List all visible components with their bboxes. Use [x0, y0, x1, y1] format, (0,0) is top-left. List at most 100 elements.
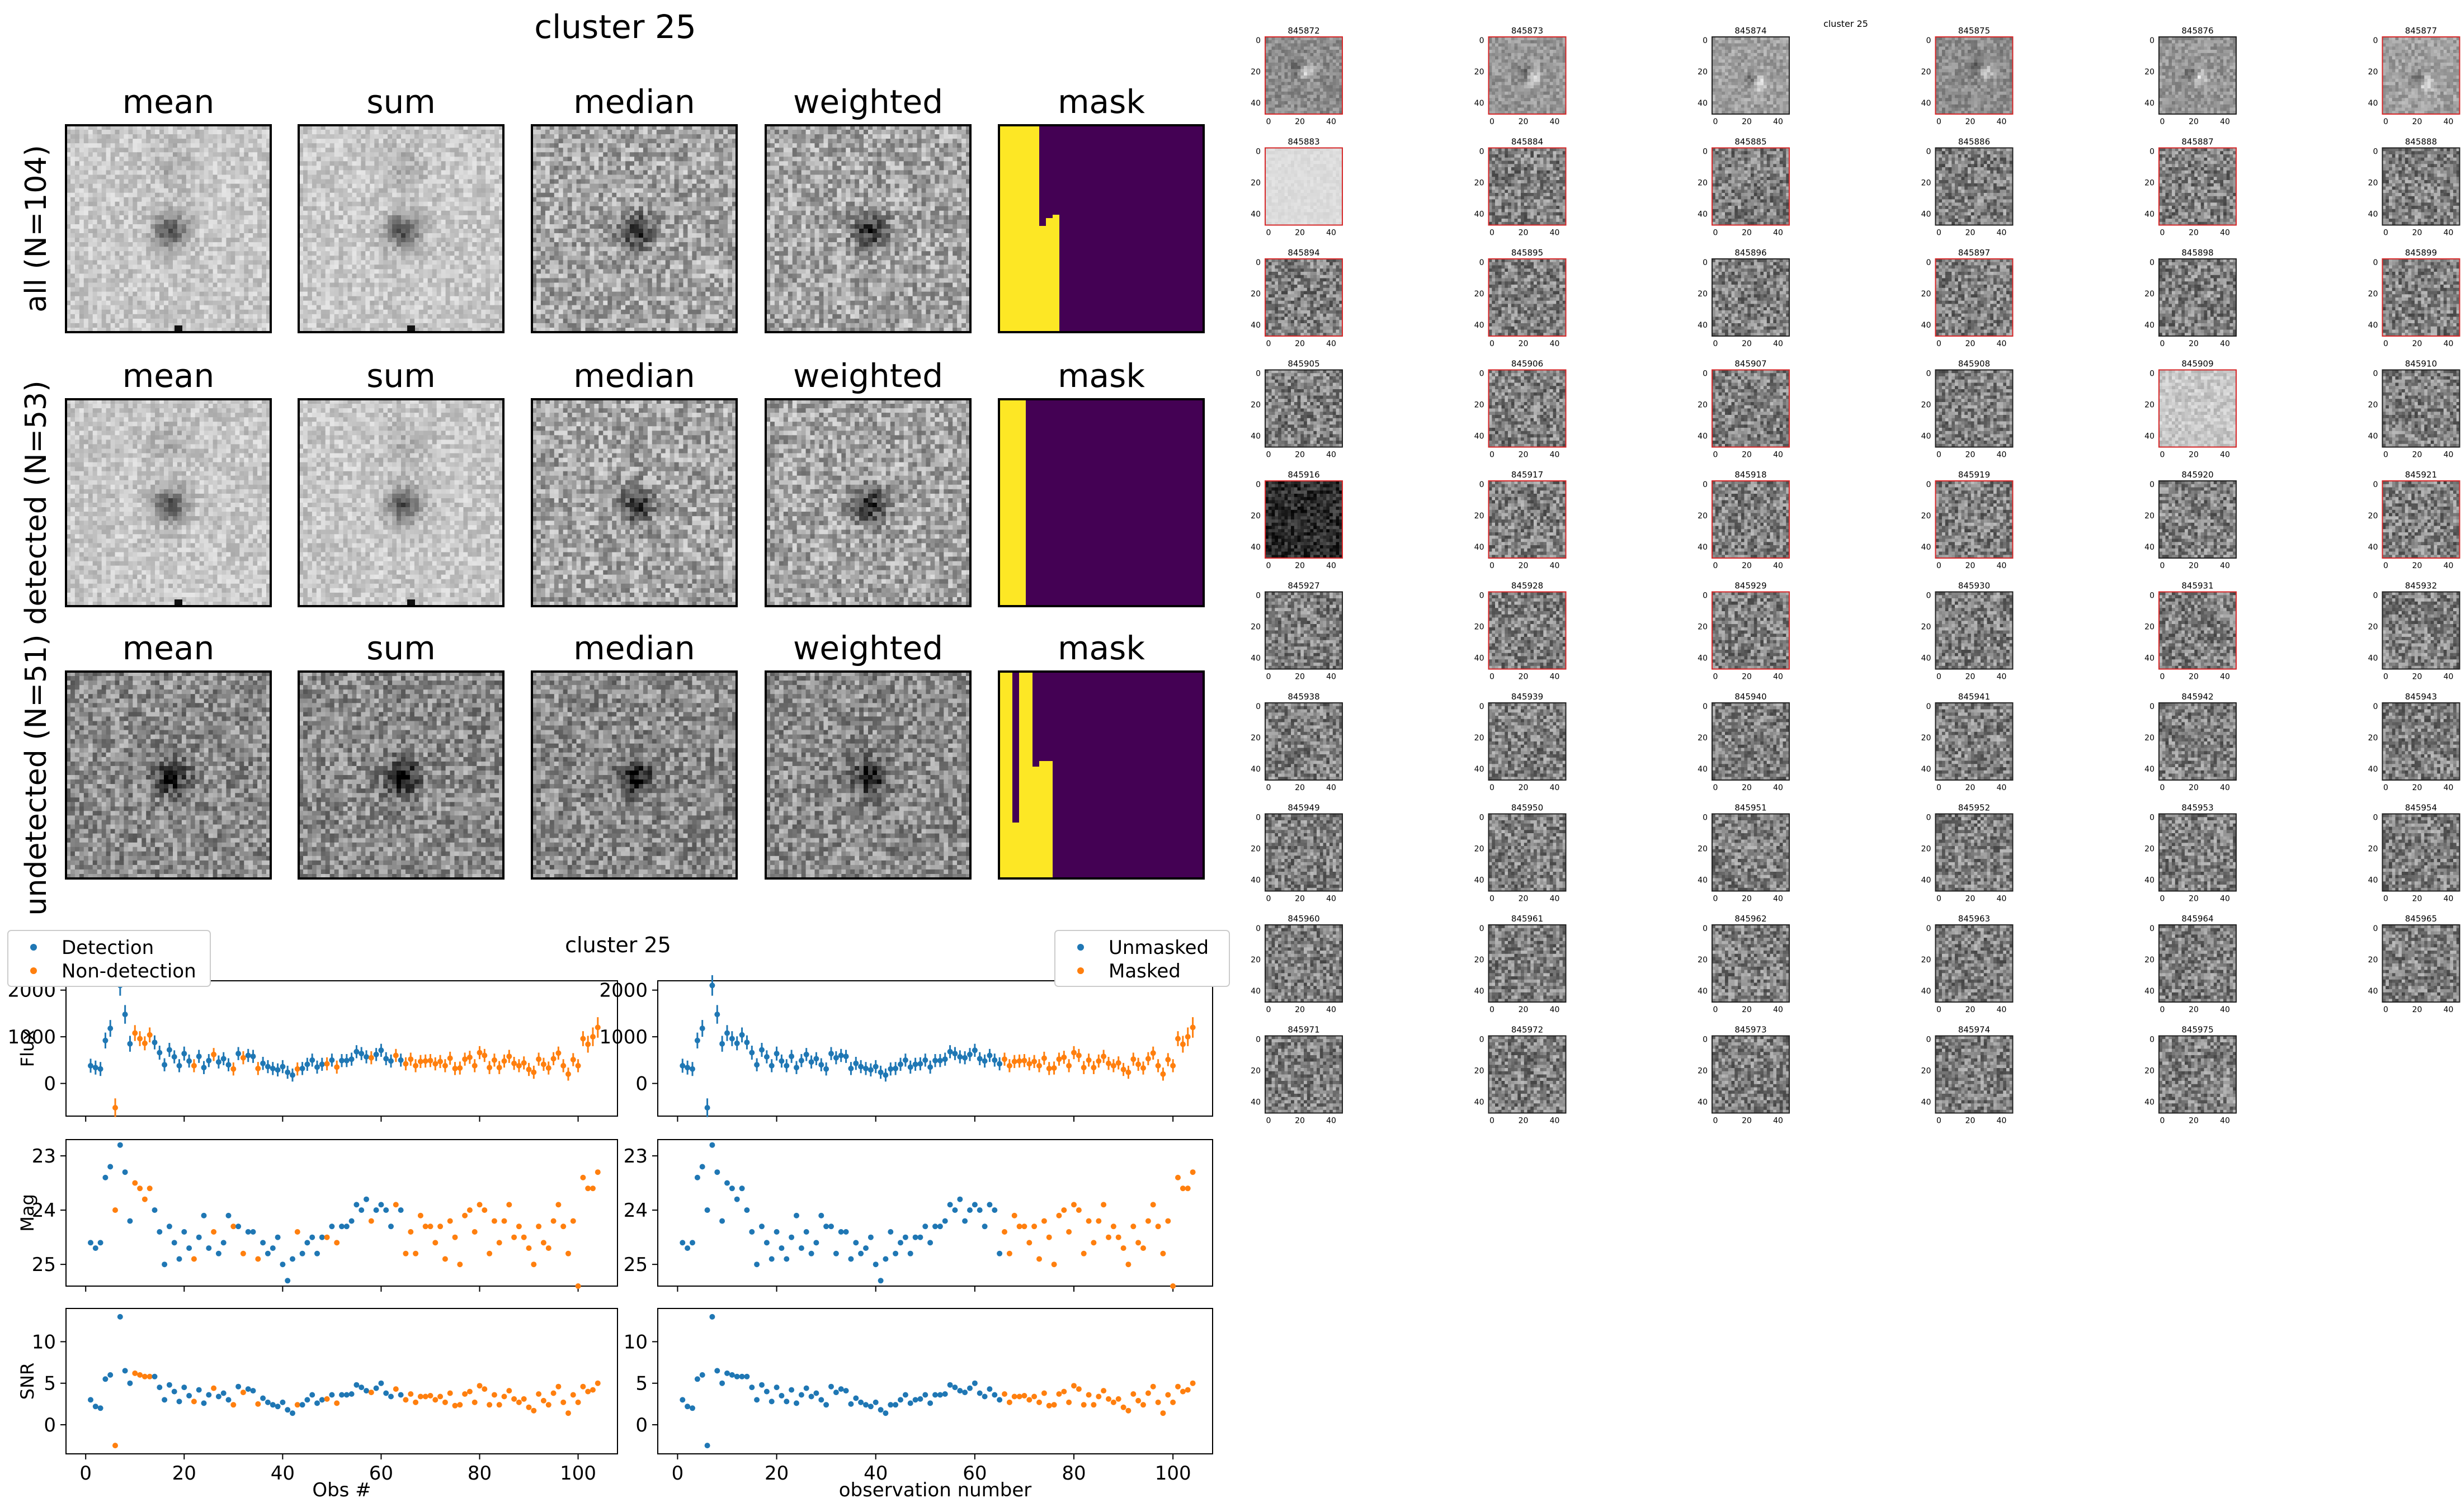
image-pixel [79, 161, 84, 166]
image-pixel [111, 278, 116, 284]
image-pixel [84, 202, 89, 207]
image-pixel [226, 166, 231, 171]
image-pixel [226, 134, 231, 139]
image-pixel [204, 283, 209, 288]
image-pixel [84, 224, 89, 229]
image-pixel [146, 193, 151, 198]
image-pixel [213, 224, 218, 229]
image-pixel [253, 139, 258, 144]
image-pixel [186, 251, 191, 256]
image-pixel [235, 193, 240, 198]
image-pixel [84, 215, 89, 220]
image-pixel [84, 175, 89, 180]
image-pixel [168, 264, 173, 270]
image-pixel [133, 139, 138, 144]
image-pixel [182, 206, 187, 211]
image-pixel [191, 148, 196, 153]
image-pixel [84, 238, 89, 243]
image-pixel [106, 179, 111, 185]
image-pixel [88, 264, 93, 270]
image-pixel [253, 152, 258, 157]
image-pixel [111, 211, 116, 216]
image-pixel [115, 229, 120, 234]
image-pixel [222, 157, 227, 162]
image-pixel [204, 224, 209, 229]
image-pixel [253, 170, 258, 175]
image-pixel [88, 184, 93, 189]
image-pixel [88, 193, 93, 198]
image-pixel [106, 170, 111, 175]
image-pixel [88, 242, 93, 247]
image-pixel [195, 134, 200, 139]
image-pixel [120, 247, 125, 252]
image-pixel [115, 170, 120, 175]
image-pixel [75, 238, 80, 243]
image-pixel [257, 220, 262, 225]
image-pixel [106, 161, 111, 166]
image-pixel [75, 229, 80, 234]
image-pixel [84, 130, 89, 135]
image-pixel [93, 233, 98, 238]
image-pixel [115, 179, 120, 185]
image-pixel [235, 273, 240, 278]
image-pixel [257, 197, 262, 202]
image-pixel [124, 260, 129, 265]
image-pixel [262, 251, 267, 256]
image-pixel [262, 179, 267, 185]
image-pixel [253, 215, 258, 220]
image-pixel [164, 247, 169, 252]
image-pixel [164, 251, 169, 256]
image-pixel [244, 152, 249, 157]
image-pixel [159, 264, 164, 270]
image-pixel [146, 242, 151, 247]
image-pixel [248, 157, 253, 162]
image-pixel [253, 184, 258, 189]
image-pixel [128, 247, 133, 252]
image-pixel [88, 220, 93, 225]
image-pixel [124, 193, 129, 198]
image-pixel [93, 188, 98, 193]
image-pixel [115, 283, 120, 288]
image-pixel [124, 157, 129, 162]
image-pixel [191, 283, 196, 288]
image-pixel [195, 260, 200, 265]
image-pixel [182, 273, 187, 278]
image-pixel [222, 242, 227, 247]
image-pixel [70, 166, 76, 171]
image-pixel [79, 134, 84, 139]
image-pixel [173, 184, 178, 189]
image-pixel [164, 224, 169, 229]
image-pixel [191, 152, 196, 157]
image-pixel [209, 256, 214, 261]
image-pixel [115, 273, 120, 278]
image-pixel [253, 238, 258, 243]
image-pixel [218, 152, 223, 157]
image-pixel [79, 188, 84, 193]
image-pixel [70, 139, 76, 144]
image-pixel [93, 161, 98, 166]
image-pixel [75, 260, 80, 265]
image-pixel [244, 157, 249, 162]
image-pixel [93, 206, 98, 211]
image-pixel [84, 152, 89, 157]
image-pixel [186, 229, 191, 234]
image-pixel [133, 188, 138, 193]
image-pixel [115, 139, 120, 144]
image-pixel [213, 161, 218, 166]
image-pixel [213, 242, 218, 247]
image-pixel [120, 278, 125, 284]
image-pixel [257, 134, 262, 139]
image-pixel [97, 229, 102, 234]
image-pixel [168, 247, 173, 252]
image-pixel [142, 197, 147, 202]
image-pixel [137, 242, 142, 247]
image-pixel [177, 193, 182, 198]
image-pixel [195, 148, 200, 153]
image-pixel [97, 170, 102, 175]
image-pixel [106, 139, 111, 144]
image-pixel [111, 242, 116, 247]
image-pixel [222, 256, 227, 261]
image-pixel [209, 188, 214, 193]
image-pixel [75, 247, 80, 252]
image-pixel [146, 273, 151, 278]
